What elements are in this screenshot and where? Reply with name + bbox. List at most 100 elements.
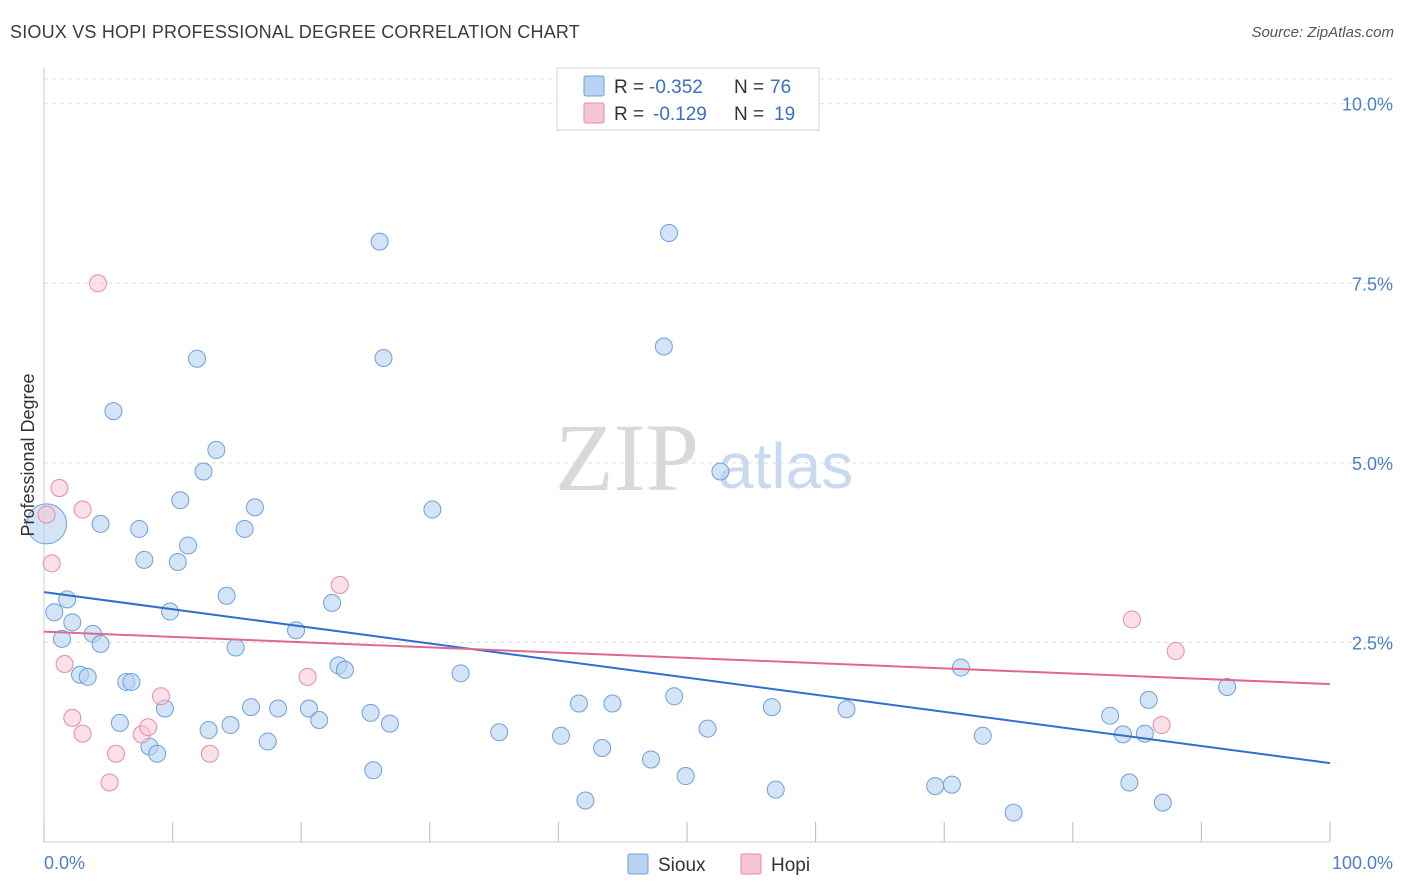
- x-tick-label-0: 0.0%: [44, 853, 85, 873]
- sioux-point-41: [361, 703, 380, 722]
- sioux-point-20: [168, 552, 187, 571]
- y-tick-labels: 2.5% 5.0% 7.5% 10.0%: [1342, 95, 1393, 654]
- sioux-point-74: [1153, 793, 1172, 812]
- sioux-point-60: [711, 462, 730, 481]
- sioux-point-62: [766, 780, 785, 799]
- axes: [43, 68, 1331, 843]
- sioux-point-9: [91, 514, 110, 533]
- sioux-point-23: [188, 349, 207, 368]
- sioux-point-46: [423, 500, 442, 519]
- sioux-point-65: [942, 775, 961, 794]
- sioux-point-49: [551, 726, 570, 745]
- sioux-point-63: [837, 700, 856, 719]
- sioux-point-56: [665, 687, 684, 706]
- hopi-point-17: [1166, 642, 1185, 661]
- sioux-point-27: [217, 586, 236, 605]
- sioux-point-61: [762, 698, 781, 717]
- sioux-point-55: [654, 337, 673, 356]
- sioux-point-22: [179, 536, 198, 555]
- hopi-point-7: [89, 274, 108, 293]
- sioux-point-26: [207, 440, 226, 459]
- sioux-trend-line: [43, 591, 1331, 765]
- sioux-point-1: [45, 603, 64, 622]
- sioux-point-6: [78, 667, 97, 686]
- hopi-point-16: [1122, 610, 1141, 629]
- bottom-legend-label-sioux: Sioux: [658, 855, 706, 876]
- grid-lines: [44, 78, 1393, 643]
- hopi-point-12: [152, 687, 171, 706]
- sioux-point-71: [1120, 773, 1139, 792]
- y-tick-label-2: 7.5%: [1352, 274, 1393, 294]
- sioux-point-67: [973, 726, 992, 745]
- chart-source: Source: ZipAtlas.com: [1251, 24, 1394, 41]
- legend-r-value-sioux: -0.352: [649, 77, 703, 98]
- legend-n-label-hopi: N =: [734, 104, 764, 125]
- x-tick-label-100: 100.0%: [1332, 853, 1393, 873]
- legend-r-value-hopi: -0.129: [653, 104, 707, 125]
- sioux-point-59: [698, 719, 717, 738]
- data-points: [26, 224, 1237, 822]
- sioux-point-64: [926, 777, 945, 796]
- sioux-point-14: [130, 519, 149, 538]
- y-tick-label-1: 5.0%: [1352, 454, 1393, 474]
- sioux-point-11: [110, 713, 129, 732]
- sioux-point-10: [104, 402, 123, 421]
- y-tick-label-3: 10.0%: [1342, 95, 1393, 115]
- sioux-point-52: [593, 739, 612, 758]
- sioux-point-68: [1004, 803, 1023, 822]
- sioux-point-37: [310, 711, 329, 730]
- chart-title: SIOUX VS HOPI PROFESSIONAL DEGREE CORREL…: [10, 22, 580, 42]
- sioux-point-42: [364, 761, 383, 780]
- watermark-atlas: atlas: [718, 430, 853, 502]
- hopi-point-11: [139, 718, 158, 737]
- hopi-point-14: [298, 667, 317, 686]
- hopi-point-13: [200, 744, 219, 763]
- sioux-point-0: [26, 503, 68, 545]
- watermark: ZIP atlas: [555, 404, 853, 511]
- sioux-point-24: [194, 462, 213, 481]
- sioux-point-50: [569, 694, 588, 713]
- sioux-point-48: [490, 723, 509, 742]
- hopi-point-9: [107, 744, 126, 763]
- legend-n-label-sioux: N =: [734, 77, 764, 98]
- sioux-point-15: [135, 550, 154, 569]
- watermark-zip: ZIP: [555, 404, 699, 511]
- sioux-point-69: [1101, 706, 1120, 725]
- sioux-point-54: [641, 750, 660, 769]
- sioux-point-21: [171, 491, 190, 510]
- sioux-point-53: [603, 694, 622, 713]
- sioux-point-4: [63, 613, 82, 632]
- hopi-point-1: [42, 554, 61, 573]
- sioux-point-45: [380, 714, 399, 733]
- sioux-point-47: [451, 664, 470, 683]
- sioux-point-2: [53, 629, 72, 648]
- y-tick-label-0: 2.5%: [1352, 633, 1393, 653]
- hopi-point-5: [73, 500, 92, 519]
- sioux-point-73: [1139, 690, 1158, 709]
- sioux-point-17: [148, 744, 167, 763]
- sioux-point-51: [576, 791, 595, 810]
- sioux-point-34: [269, 699, 288, 718]
- sioux-point-31: [242, 698, 261, 717]
- sioux-point-3: [58, 590, 77, 609]
- legend-swatch-hopi: [583, 102, 605, 124]
- sioux-point-25: [199, 721, 218, 740]
- y-axis-title: Professional Degree: [18, 373, 38, 536]
- legend-r-label-sioux: R =: [614, 77, 644, 98]
- sioux-point-44: [374, 348, 393, 367]
- bottom-legend-label-hopi: Hopi: [771, 855, 810, 876]
- hopi-point-15: [330, 575, 349, 594]
- sioux-point-32: [245, 498, 264, 517]
- legend-n-value-hopi: 19: [774, 104, 795, 125]
- legend-swatch-sioux: [583, 75, 605, 97]
- sioux-point-13: [122, 672, 141, 691]
- sioux-point-40: [335, 660, 354, 679]
- hopi-point-6: [73, 724, 92, 743]
- bottom-legend-swatch-hopi: [740, 853, 762, 875]
- sioux-point-33: [258, 732, 277, 751]
- sioux-point-58: [676, 767, 695, 786]
- hopi-trend-line: [43, 630, 1331, 686]
- legend-n-value-sioux: 76: [770, 77, 791, 98]
- sioux-point-28: [221, 716, 240, 735]
- sioux-point-57: [659, 224, 678, 243]
